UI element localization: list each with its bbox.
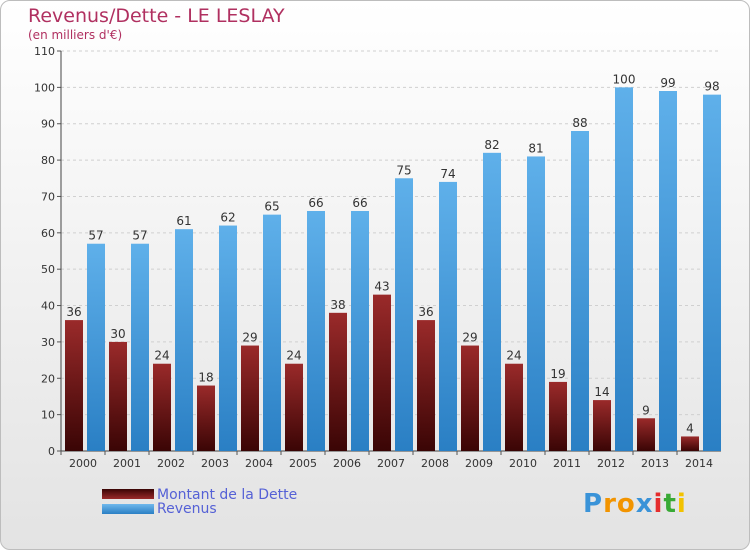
chart-subtitle: (en milliers d'€) [28,28,123,42]
legend-swatch-revenue [102,504,154,514]
y-tick-label: 30 [41,336,55,349]
legend-label-revenue: Revenus [157,501,217,517]
data-label-revenue-2009: 82 [484,138,499,152]
data-label-revenue-2004: 65 [264,200,279,214]
bar-revenue-2007 [395,178,413,452]
bar-debt-2014 [681,436,699,451]
y-tick-label: 110 [34,45,55,58]
x-tick-label-2003: 2003 [201,457,229,470]
data-label-revenue-2010: 81 [528,141,543,155]
data-label-revenue-2012: 100 [613,72,636,86]
data-label-debt-2012: 14 [594,385,609,399]
legend-label-debt: Montant de la Dette [157,487,298,503]
bar-debt-2009 [461,345,479,451]
data-label-revenue-2001: 57 [132,229,147,243]
x-tick-label-2001: 2001 [113,457,141,470]
data-label-debt-2004: 29 [242,331,257,345]
data-label-debt-2001: 30 [110,327,125,341]
x-tick-label-2013: 2013 [641,457,669,470]
bar-revenue-2010 [527,156,545,452]
x-tick-label-2014: 2014 [685,457,713,470]
x-tick-label-2012: 2012 [597,457,625,470]
proxiti-logo: Proxiti [583,489,687,519]
data-label-revenue-2014: 98 [704,80,719,94]
y-tick-label: 50 [41,263,55,276]
data-label-revenue-2008: 74 [440,167,455,181]
bar-debt-2005 [285,363,303,451]
x-tick-label-2002: 2002 [157,457,185,470]
data-label-revenue-2013: 99 [660,76,675,90]
data-label-debt-2000: 36 [66,305,81,319]
data-label-debt-2011: 19 [550,367,565,381]
bar-revenue-2006 [351,211,369,451]
bar-debt-2008 [417,320,435,451]
bar-debt-2013 [637,418,655,451]
bar-revenue-2011 [571,131,589,451]
x-tick-label-2006: 2006 [333,457,361,470]
bar-debt-2004 [241,345,259,451]
y-tick-label: 20 [41,372,55,385]
bar-revenue-2009 [483,152,501,451]
x-tick-label-2004: 2004 [245,457,273,470]
data-label-debt-2006: 38 [330,298,345,312]
data-label-revenue-2003: 62 [220,211,235,225]
bar-revenue-2013 [659,91,677,451]
x-tick-label-2010: 2010 [509,457,537,470]
y-tick-label: 90 [41,118,55,131]
data-label-revenue-2011: 88 [572,116,587,130]
bar-debt-2011 [549,381,567,451]
data-label-debt-2003: 18 [198,371,213,385]
data-label-debt-2014: 4 [686,421,694,435]
bar-revenue-2002 [175,229,193,451]
data-label-revenue-2006: 66 [352,196,367,210]
y-tick-label: 10 [41,409,55,422]
bar-debt-2006 [329,312,347,451]
y-tick-label: 60 [41,227,55,240]
data-label-revenue-2002: 61 [176,214,191,228]
bar-revenue-2004 [263,214,281,451]
bar-revenue-2014 [703,94,721,452]
bar-revenue-2003 [219,225,237,451]
legend-swatch-debt [102,489,154,499]
data-label-debt-2010: 24 [506,349,521,363]
x-tick-label-2009: 2009 [465,457,493,470]
bar-debt-2012 [593,400,611,451]
data-label-revenue-2005: 66 [308,196,323,210]
bar-debt-2003 [197,385,215,451]
data-label-debt-2005: 24 [286,349,301,363]
x-tick-label-2008: 2008 [421,457,449,470]
data-label-revenue-2000: 57 [88,229,103,243]
data-label-revenue-2007: 75 [396,163,411,177]
bar-debt-2002 [153,363,171,451]
bar-revenue-2001 [131,243,149,451]
y-tick-label: 80 [41,154,55,167]
bar-revenue-2000 [87,243,105,451]
x-tick-label-2011: 2011 [553,457,581,470]
x-tick-label-2005: 2005 [289,457,317,470]
bar-revenue-2008 [439,181,457,451]
y-tick-label: 100 [34,81,55,94]
data-label-debt-2013: 9 [642,403,650,417]
chart-title: Revenus/Dette - LE LESLAY [28,5,285,27]
x-tick-label-2007: 2007 [377,457,405,470]
y-tick-label: 40 [41,300,55,313]
y-tick-label: 0 [48,445,55,458]
data-label-debt-2008: 36 [418,305,433,319]
y-tick-label: 70 [41,190,55,203]
bar-revenue-2005 [307,211,325,451]
data-label-debt-2002: 24 [154,349,169,363]
bar-debt-2010 [505,363,523,451]
bar-debt-2007 [373,294,391,451]
bar-revenue-2012 [615,87,633,451]
data-label-debt-2009: 29 [462,331,477,345]
x-tick-label-2000: 2000 [69,457,97,470]
bar-debt-2000 [65,320,83,451]
bar-debt-2001 [109,341,127,451]
data-label-debt-2007: 43 [374,280,389,294]
